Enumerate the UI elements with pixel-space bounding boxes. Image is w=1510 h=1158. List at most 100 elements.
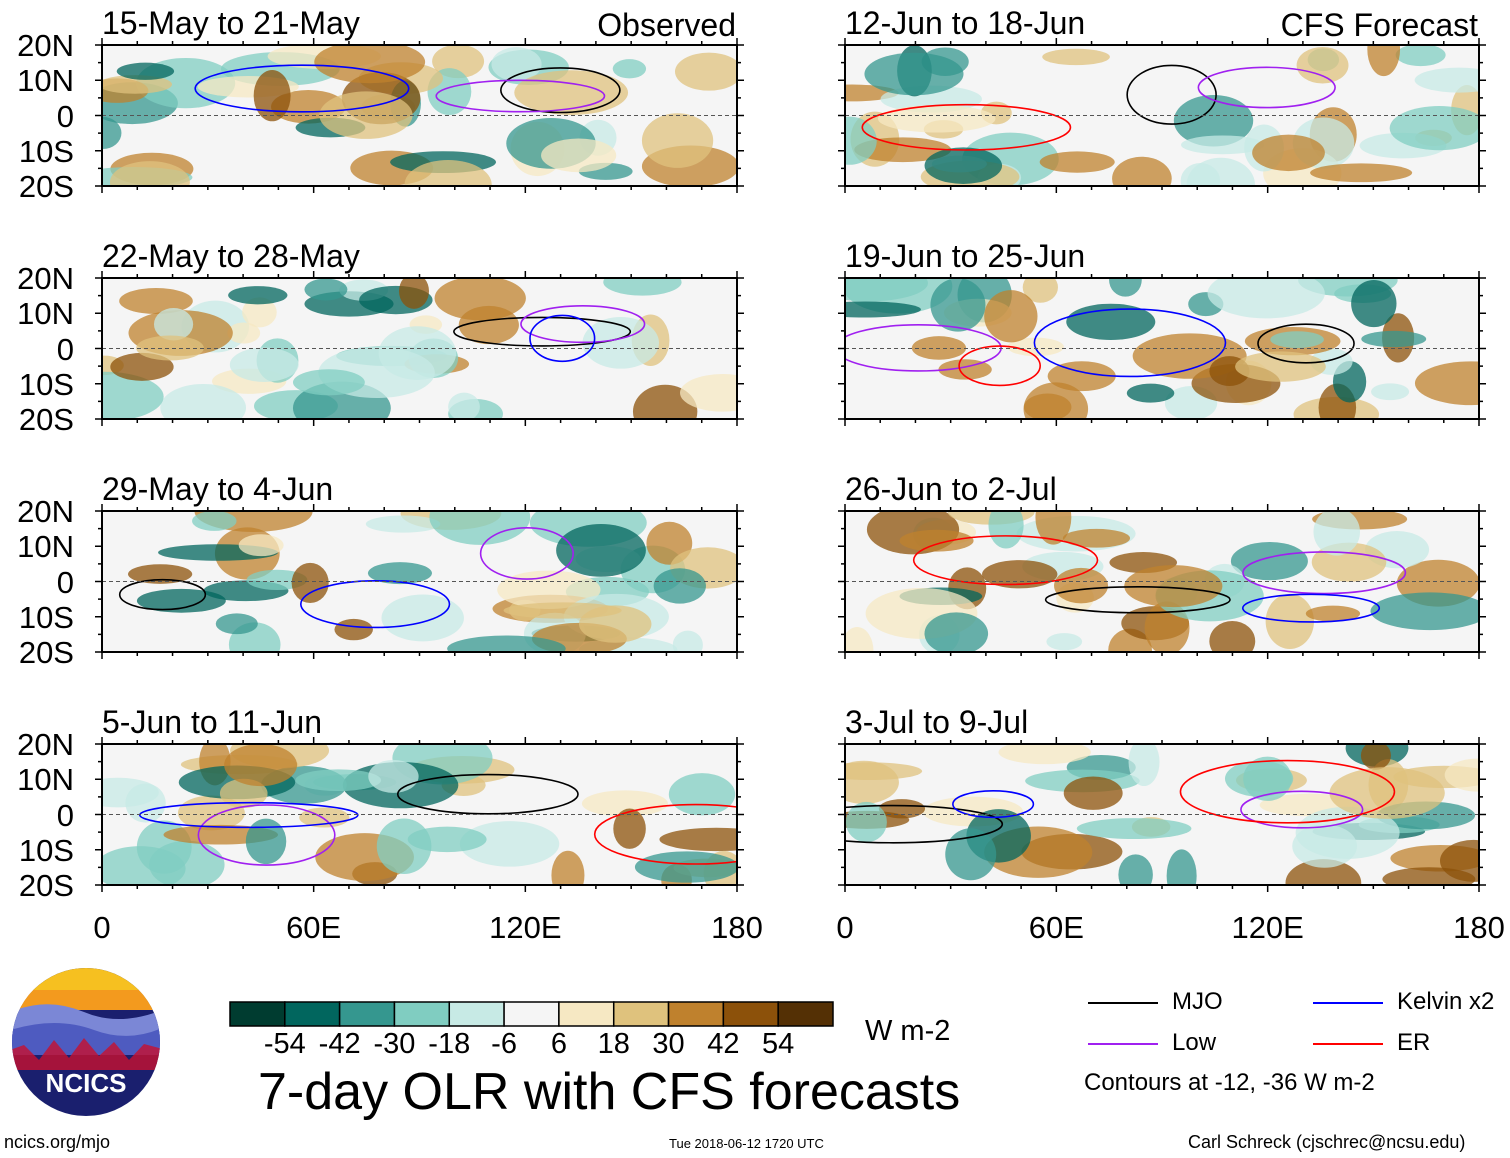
olr-anomaly — [304, 278, 348, 301]
olr-anomaly — [864, 52, 964, 96]
olr-anomaly — [1444, 758, 1479, 792]
olr-anomaly — [1371, 383, 1410, 401]
colorbar-swatch — [229, 1001, 286, 1027]
olr-anomaly — [541, 138, 617, 173]
colorbar-tick-label: -54 — [263, 1028, 306, 1060]
contour-line — [453, 316, 632, 347]
olr-anomaly — [434, 278, 526, 321]
olr-anomaly — [878, 799, 926, 819]
contour-line — [845, 324, 1002, 372]
map-panel — [838, 737, 1486, 892]
olr-anomaly — [229, 347, 299, 382]
olr-anomaly — [381, 594, 464, 642]
contour-line — [1197, 66, 1336, 109]
contour-line — [912, 535, 1099, 586]
olr-anomaly — [1414, 361, 1479, 406]
colorbar-swatch — [667, 1001, 725, 1027]
olr-anomaly — [1209, 620, 1256, 652]
olr-anomaly — [160, 383, 247, 419]
y-tick-label: 20S — [18, 868, 74, 903]
units-label: W m-2 — [865, 1015, 951, 1047]
olr-anomaly — [845, 626, 874, 652]
olr-anomaly — [1180, 163, 1221, 186]
olr-anomaly — [845, 116, 877, 165]
olr-anomaly — [1166, 849, 1197, 885]
colorbar-swatch — [448, 1001, 505, 1027]
olr-anomaly — [1360, 744, 1391, 770]
olr-anomaly — [581, 790, 668, 817]
olr-anomaly — [612, 59, 647, 79]
olr-anomaly — [1270, 331, 1324, 348]
colorbar-tick-label: -30 — [373, 1028, 416, 1060]
olr-anomaly — [1124, 565, 1223, 608]
colorbar-tick-label: -42 — [318, 1028, 361, 1060]
panel-title: 22-May to 28-May — [102, 238, 360, 274]
olr-anomaly — [1022, 278, 1058, 303]
y-tick-label: 10S — [18, 133, 74, 169]
contour-line — [1240, 790, 1364, 829]
y-tick-label: 20N — [17, 727, 74, 762]
colorbar-tick-label: 6 — [550, 1028, 567, 1060]
panel-title: 5-Jun to 11-Jun — [102, 704, 322, 740]
colorbar-swatch — [722, 1001, 779, 1027]
olr-anomaly — [228, 286, 288, 305]
legend-line — [1313, 1043, 1383, 1045]
olr-anomaly — [448, 392, 480, 419]
olr-anomaly — [459, 821, 560, 867]
colorbar-swatch — [558, 1001, 615, 1027]
olr-anomaly — [1310, 163, 1413, 183]
column-label: Observed — [597, 7, 736, 43]
contour-line — [1179, 759, 1396, 824]
colorbar-swatch — [393, 1001, 451, 1027]
colorbar-swatch — [338, 1001, 396, 1027]
olr-anomaly — [930, 278, 986, 332]
olr-anomaly — [1296, 46, 1349, 84]
colorbar-tick-label: -6 — [491, 1028, 517, 1060]
legend-label: MJO — [1172, 988, 1223, 1015]
contour-line — [194, 64, 410, 113]
olr-anomaly — [447, 635, 566, 652]
olr-anomaly — [1062, 528, 1131, 548]
olr-anomaly — [1109, 278, 1142, 297]
colorbar-tick-label: 30 — [652, 1028, 685, 1060]
olr-anomaly — [911, 336, 967, 360]
olr-anomaly — [491, 47, 542, 82]
map-panel — [95, 737, 744, 892]
y-tick-label: 20S — [18, 169, 74, 204]
olr-anomaly — [998, 744, 1091, 765]
olr-anomaly — [334, 618, 373, 641]
y-tick-label: 20N — [17, 28, 74, 63]
olr-anomaly — [319, 91, 413, 139]
olr-anomaly — [672, 630, 703, 652]
olr-anomaly — [110, 352, 174, 381]
olr-anomaly — [119, 287, 193, 315]
olr-anomaly — [1126, 383, 1175, 403]
olr-anomaly — [404, 159, 492, 186]
olr-anomaly — [1252, 134, 1325, 172]
olr-anomaly — [102, 116, 122, 150]
olr-anomaly — [1207, 278, 1325, 319]
contour-line — [118, 578, 207, 611]
timestamp: Tue 2018-06-12 1720 UTC — [669, 1136, 824, 1151]
url-label[interactable]: ncics.org/mjo — [4, 1132, 111, 1152]
olr-anomaly — [1118, 854, 1153, 885]
olr-anomaly — [653, 568, 706, 604]
contour-line — [396, 773, 579, 815]
y-tick-label: 10S — [18, 366, 74, 402]
chart-title: 7-day OLR with CFS forecasts — [258, 1063, 961, 1121]
olr-anomaly — [988, 511, 1024, 549]
olr-anomaly — [613, 808, 646, 849]
olr-anomaly — [877, 105, 996, 133]
olr-anomaly — [1042, 48, 1110, 66]
olr-anomaly — [1414, 67, 1479, 93]
olr-anomaly — [376, 818, 432, 875]
olr-anomaly — [1389, 106, 1479, 151]
olr-anomaly — [1035, 511, 1072, 545]
olr-anomaly — [1351, 279, 1397, 328]
olr-anomaly — [1313, 511, 1360, 556]
x-tick-label: 120E — [489, 910, 562, 945]
olr-anomaly — [845, 801, 887, 843]
olr-anomaly — [1128, 744, 1160, 787]
colorbar-tick-label: 42 — [707, 1028, 740, 1060]
panel-title: 29-May to 4-Jun — [102, 471, 334, 507]
